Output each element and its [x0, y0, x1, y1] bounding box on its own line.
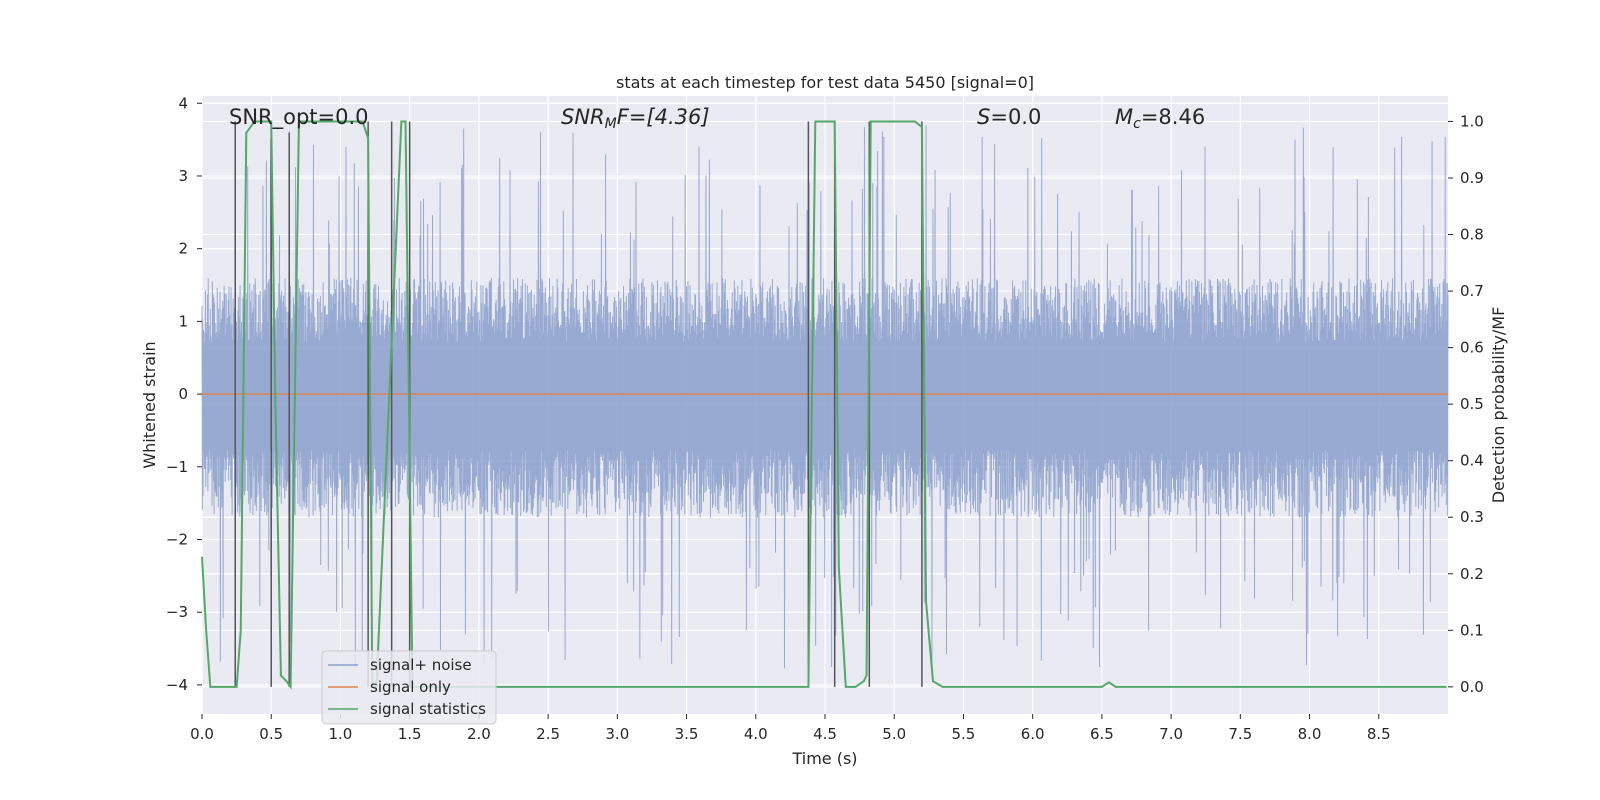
- legend-label-statistics: signal statistics: [370, 700, 486, 718]
- chart-title: stats at each timestep for test data 545…: [616, 73, 1034, 92]
- snr-mf-annotation: SNRMF=[4.36]: [561, 105, 710, 132]
- legend-label-signal-only: signal only: [370, 678, 451, 696]
- s-value: =0.0: [990, 105, 1041, 129]
- y-tick-label: 1: [178, 312, 188, 330]
- y-tick-label: 4: [178, 94, 188, 112]
- x-tick-label: 7.0: [1159, 725, 1183, 743]
- snr-mf-base: SNR: [561, 105, 605, 129]
- y2-tick-label: 0.3: [1460, 508, 1484, 526]
- x-tick-label: 6.5: [1090, 725, 1114, 743]
- y-tick-label: −4: [166, 676, 188, 694]
- signal-statistics-line: [201, 120, 1447, 690]
- x-axis-ticks: 0.0 0.5 1.0 1.5 2.0 2.5 3.0 3.5 4.0 4.5 5.0 5.5 6.0 6…: [190, 714, 1391, 743]
- y-tick-label: −3: [166, 603, 188, 621]
- y2-tick-label: 0.2: [1460, 565, 1484, 583]
- mc-base: M: [1115, 105, 1133, 129]
- s-variable: S: [977, 105, 990, 129]
- y2-tick-label: 0.8: [1460, 226, 1484, 244]
- snr-mf-rest: F=[4.36]: [617, 105, 710, 129]
- y-tick-label: 3: [178, 167, 188, 185]
- mc-subscript: c: [1133, 116, 1141, 132]
- x-tick-label: 1.0: [329, 725, 353, 743]
- y2-axis-label: Detection probability/MF: [1489, 307, 1508, 504]
- legend-label-noise: signal+ noise: [370, 656, 472, 674]
- x-axis-label: Time (s): [791, 749, 857, 768]
- x-tick-label: 7.5: [1228, 725, 1252, 743]
- y2-axis-ticks: 0.0 0.1 0.2 0.3 0.4 0.5 0.6 0.7 0.8 0.9 1.0: [1448, 112, 1484, 696]
- x-tick-label: 3.5: [675, 725, 699, 743]
- x-tick-label: 5.5: [952, 725, 976, 743]
- x-tick-label: 4.5: [813, 725, 837, 743]
- x-tick-label: 0.5: [259, 725, 283, 743]
- x-tick-label: 8.5: [1367, 725, 1391, 743]
- x-tick-label: 5.0: [882, 725, 906, 743]
- snr-opt-annotation: SNR_opt=0.0: [229, 105, 369, 130]
- x-tick-label: 6.0: [1021, 725, 1045, 743]
- y-axis-label: Whitened strain: [140, 341, 159, 468]
- snr-mf-subscript: M: [605, 116, 617, 132]
- y-axis-ticks: −4 −3 −2 −1 0 1 2 3 4: [166, 94, 202, 694]
- x-tick-label: 1.5: [398, 725, 422, 743]
- mc-value: =8.46: [1141, 105, 1205, 129]
- x-tick-label: 2.5: [536, 725, 560, 743]
- y2-tick-label: 0.5: [1460, 395, 1484, 413]
- y2-tick-label: 0.0: [1460, 678, 1484, 696]
- mc-annotation: Mc=8.46: [1115, 105, 1205, 132]
- y-tick-label: 0: [178, 385, 188, 403]
- y-tick-label: −2: [166, 531, 188, 549]
- y2-tick-label: 0.4: [1460, 452, 1484, 470]
- x-tick-label: 2.0: [467, 725, 491, 743]
- x-tick-label: 8.0: [1298, 725, 1322, 743]
- y-tick-label: −1: [166, 458, 188, 476]
- y2-tick-label: 1.0: [1460, 112, 1484, 130]
- y2-tick-label: 0.6: [1460, 339, 1484, 357]
- s-annotation: S=0.0: [977, 105, 1041, 129]
- y-tick-label: 2: [178, 240, 188, 258]
- legend-box: [321, 650, 497, 725]
- legend: signal+ noise signal only signal statist…: [321, 650, 497, 725]
- x-tick-label: 3.0: [605, 725, 629, 743]
- y2-tick-label: 0.1: [1460, 621, 1484, 639]
- x-tick-label: 4.0: [744, 725, 768, 743]
- x-tick-label: 0.0: [190, 725, 214, 743]
- y2-tick-label: 0.9: [1460, 169, 1484, 187]
- y2-tick-label: 0.7: [1460, 282, 1484, 300]
